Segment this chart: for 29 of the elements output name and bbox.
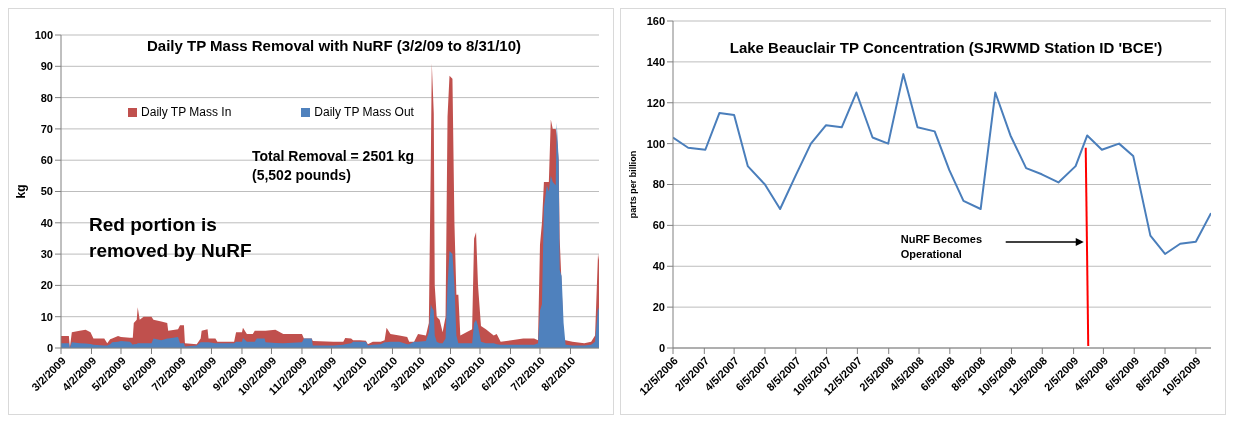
y-axis-title: parts per billion	[628, 150, 639, 219]
y-tick-label: 90	[40, 60, 53, 73]
y-tick-label: 0	[658, 341, 665, 354]
y-tick-label: 80	[40, 91, 53, 104]
y-tick-label: 60	[40, 154, 53, 167]
y-tick-label: 10	[40, 310, 53, 323]
y-axis-title: kg	[14, 184, 29, 199]
y-tick-label: 40	[40, 216, 53, 229]
legend-label: Daily TP Mass In	[141, 105, 232, 119]
y-tick-label: 100	[646, 137, 665, 150]
y-tick-label: 120	[646, 96, 665, 109]
y-tick-label: 140	[646, 55, 665, 68]
y-tick-label: 80	[652, 178, 665, 191]
y-tick-label: 20	[652, 301, 665, 314]
y-tick-label: 160	[646, 14, 665, 27]
y-tick-label: 30	[40, 248, 53, 261]
y-tick-label: 50	[40, 185, 53, 198]
chart-title: Daily TP Mass Removal with NuRF (3/2/09 to 8/31/10)	[146, 37, 522, 54]
text: Lake Beauclair TP Concentration (SJRWMD Station ID 'BCE')	[728, 39, 1164, 56]
y-tick-label: 0	[46, 341, 53, 354]
y-tick-label: 70	[40, 122, 53, 135]
legend-label: Daily TP Mass Out	[314, 105, 414, 119]
y-tick-label: 40	[652, 260, 665, 273]
y-tick-label: 60	[652, 219, 665, 232]
y-tick-label: 100	[34, 28, 53, 41]
y-tick-label: 20	[40, 279, 53, 292]
annotation: Total Removal = 2501 kg (5,502 pounds)	[252, 147, 415, 185]
annotation: Red portion is removed by NuRF	[89, 213, 253, 263]
annotation: NuRF Becomes Operational	[900, 231, 983, 262]
